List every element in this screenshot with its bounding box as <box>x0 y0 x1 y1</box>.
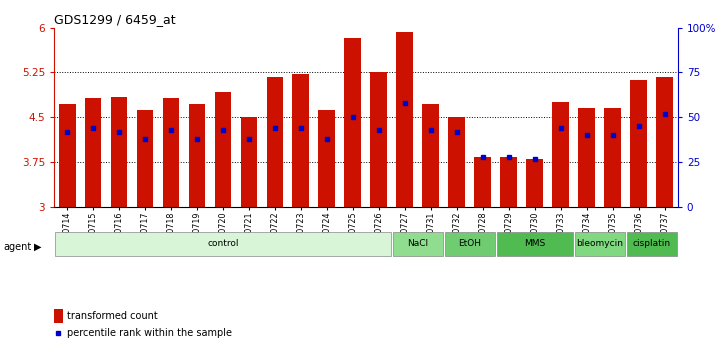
Text: MMS: MMS <box>524 239 546 248</box>
Bar <box>58 104 76 207</box>
Bar <box>474 157 491 207</box>
Bar <box>110 97 128 207</box>
Bar <box>293 74 309 207</box>
Bar <box>526 159 543 207</box>
Bar <box>162 98 180 207</box>
Bar <box>393 233 443 256</box>
Text: bleomycin: bleomycin <box>576 239 623 248</box>
Text: agent: agent <box>4 242 32 252</box>
Bar <box>604 108 622 207</box>
Bar <box>627 233 677 256</box>
Bar <box>215 91 231 207</box>
Bar <box>189 104 205 207</box>
Text: control: control <box>207 239 239 248</box>
Bar <box>423 104 439 207</box>
Bar <box>54 309 63 323</box>
Text: GDS1299 / 6459_at: GDS1299 / 6459_at <box>54 13 176 27</box>
Bar <box>397 32 413 207</box>
Bar <box>84 98 102 207</box>
Bar <box>575 233 624 256</box>
Text: ▶: ▶ <box>34 242 41 252</box>
Text: transformed count: transformed count <box>66 311 157 321</box>
Text: EtOH: EtOH <box>459 239 482 248</box>
Text: cisplatin: cisplatin <box>633 239 671 248</box>
Text: NaCl: NaCl <box>407 239 428 248</box>
Bar <box>497 233 572 256</box>
Bar <box>345 38 361 207</box>
Bar <box>448 117 465 207</box>
Bar <box>656 77 673 207</box>
Bar <box>267 77 283 207</box>
Bar <box>55 233 391 256</box>
Bar <box>552 102 570 207</box>
Bar <box>371 72 387 207</box>
Bar <box>445 233 495 256</box>
Bar <box>500 157 517 207</box>
Bar <box>136 110 154 207</box>
Bar <box>241 117 257 207</box>
Text: percentile rank within the sample: percentile rank within the sample <box>66 328 231 338</box>
Bar <box>319 110 335 207</box>
Bar <box>578 108 596 207</box>
Bar <box>630 80 647 207</box>
